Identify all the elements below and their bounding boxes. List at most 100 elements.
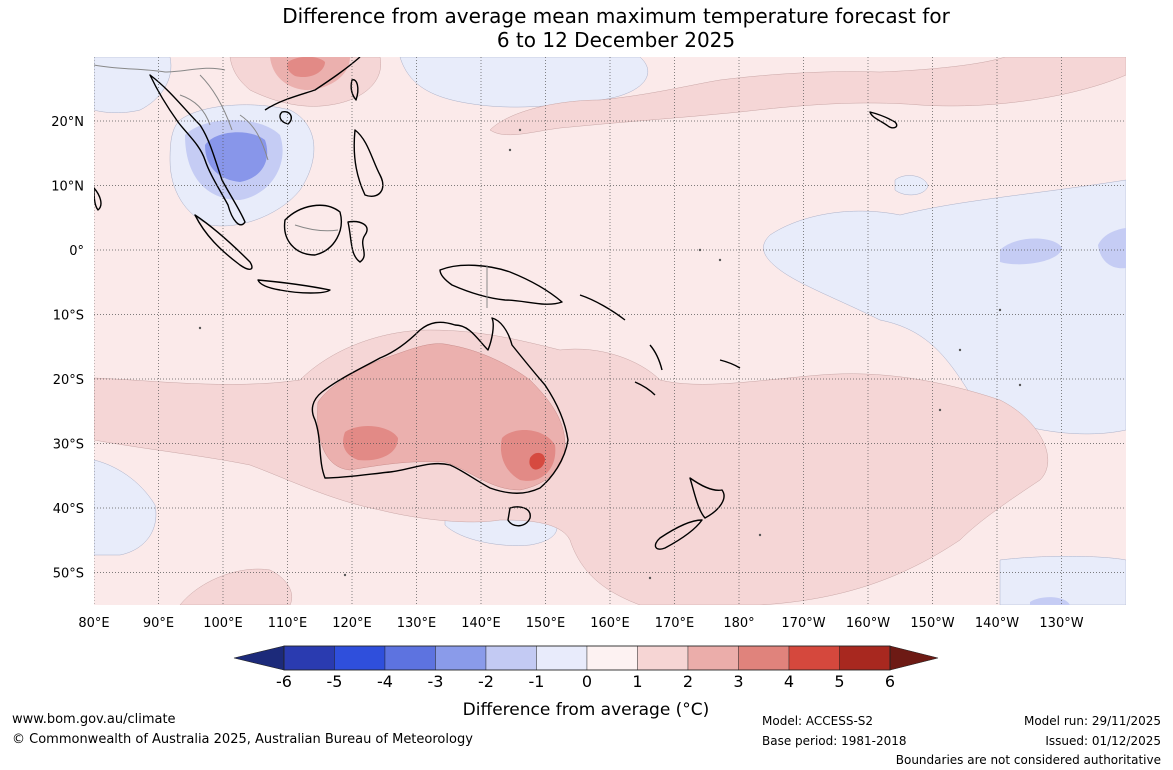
colorbar-tick-label: -4 — [377, 672, 393, 691]
longitude-label: 160°E — [590, 616, 630, 631]
latitude-label: 30°S — [53, 438, 84, 453]
latitude-label: 40°S — [53, 502, 84, 517]
country-borders — [94, 64, 488, 308]
border-indochina — [179, 74, 269, 161]
title-line-1: Difference from average mean maximum tem… — [282, 4, 950, 28]
cool-region-small-east — [894, 175, 929, 196]
longitude-label: 180° — [723, 616, 754, 631]
longitude-label: 80°E — [78, 616, 109, 631]
new-guinea-coast — [439, 264, 563, 305]
colorbar-segment — [738, 645, 790, 671]
island — [343, 573, 347, 577]
colorbar-segment — [384, 645, 436, 671]
colorbar-tick-label: 4 — [784, 672, 794, 691]
colorbar-extend-low — [233, 645, 285, 671]
sumatra-coast — [194, 214, 253, 270]
longitude-label: 150°E — [526, 616, 566, 631]
latitude-labels: 20°N 10°N 0° 10°S 20°S 30°S 40°S 50°S — [51, 115, 84, 582]
warm-region-southwest — [179, 568, 293, 605]
colorbar-segment — [485, 645, 537, 671]
map-area — [94, 57, 1126, 605]
island — [508, 148, 512, 152]
longitude-labels: 80°E 90°E 100°E 110°E 120°E 130°E 140°E 150°E 16… — [78, 616, 1083, 631]
colorbar-tick-label: -6 — [276, 672, 292, 691]
footer-model-run: Model run: 29/11/2025 — [1023, 714, 1161, 728]
coastlines — [94, 57, 898, 550]
colorbar-segment — [637, 645, 689, 671]
colorbar-tick-label: 5 — [834, 672, 844, 691]
philippines-coast — [353, 129, 384, 197]
colorbar-tick-label: -2 — [478, 672, 494, 691]
colorbar-segment — [435, 645, 487, 671]
cool-patch-1 — [1000, 238, 1062, 265]
colorbar-tick-label: 0 — [582, 672, 592, 691]
borneo-coast — [283, 204, 342, 256]
island — [648, 576, 652, 580]
hainan-coast — [279, 110, 292, 125]
chart-title: Difference from average mean maximum tem… — [0, 4, 1173, 52]
latitude-label: 50°S — [53, 567, 84, 582]
hawaii-coast — [869, 111, 898, 129]
island — [938, 408, 942, 412]
asia-coast-east — [264, 57, 361, 111]
colorbar-segment — [283, 645, 335, 671]
solomons-coast — [579, 294, 626, 321]
island — [958, 348, 962, 352]
warm-region-north-pacific — [489, 57, 1126, 136]
latitude-label: 20°S — [53, 373, 84, 388]
colorbar-segment — [536, 645, 588, 671]
graticule — [94, 57, 1126, 605]
island — [758, 533, 762, 537]
colorbar-tick-label: -1 — [529, 672, 545, 691]
cool-region-southern-indian — [94, 459, 157, 556]
longitude-label: 90°E — [143, 616, 174, 631]
latitude-label: 20°N — [51, 115, 84, 130]
longitude-label: 100°E — [203, 616, 243, 631]
colorbar-title: Difference from average (°C) — [463, 700, 710, 720]
warm-patch-southern-china — [287, 57, 325, 77]
cool-patch-2 — [1098, 228, 1126, 269]
longitude-label: 130°W — [1039, 616, 1083, 631]
colorbar-tick-label: 3 — [733, 672, 743, 691]
latitude-label: 10°S — [53, 309, 84, 324]
australia-coast — [311, 317, 569, 494]
longitude-label: 170°W — [781, 616, 825, 631]
island — [198, 326, 202, 330]
footer-copyright: © Commonwealth of Australia 2025, Austra… — [12, 732, 473, 747]
warm-patch-nsw-strong — [529, 452, 545, 470]
colorbar-tick-label: -3 — [428, 672, 444, 691]
footer-disclaimer: Boundaries are not considered authoritat… — [895, 753, 1161, 767]
cool-patch-3 — [1030, 597, 1070, 605]
island — [1018, 383, 1022, 387]
indochina-coast — [149, 74, 246, 226]
island — [518, 128, 522, 132]
colorbar-tick-label: 2 — [683, 672, 693, 691]
cool-region-southern-ocean — [999, 556, 1126, 605]
colorbar-outline — [283, 645, 891, 671]
colorbar-tick-label: 1 — [632, 672, 642, 691]
colorbar: -6 -5 -4 -3 -2 -1 0 1 2 3 4 5 6 — [233, 645, 939, 691]
taiwan-coast — [350, 79, 359, 101]
colorbar-segment — [586, 645, 638, 671]
footer-model: Model: ACCESS-S2 — [762, 714, 874, 728]
colorbar-segment — [788, 645, 840, 671]
title-line-2: 6 to 12 December 2025 — [496, 28, 736, 52]
latitude-label: 0° — [69, 244, 84, 259]
new-zealand-north-coast — [689, 477, 725, 519]
warm-patch-southeast-australia — [500, 429, 556, 481]
colorbar-tick-label: 6 — [885, 672, 895, 691]
longitude-label: 160°W — [846, 616, 890, 631]
longitude-label: 110°E — [268, 616, 308, 631]
vanuatu-fiji-coast — [634, 344, 741, 396]
footer-issued: Issued: 01/12/2025 — [1045, 734, 1161, 748]
tasmania-coast — [507, 506, 531, 527]
new-zealand-south-coast — [654, 519, 703, 550]
island — [718, 258, 722, 262]
colorbar-segment — [687, 645, 739, 671]
border-asia-north — [94, 64, 226, 73]
island — [998, 308, 1002, 312]
footer-website: www.bom.gov.au/climate — [12, 712, 176, 727]
cool-region-west-pacific — [94, 57, 172, 113]
longitude-label: 150°W — [910, 616, 954, 631]
